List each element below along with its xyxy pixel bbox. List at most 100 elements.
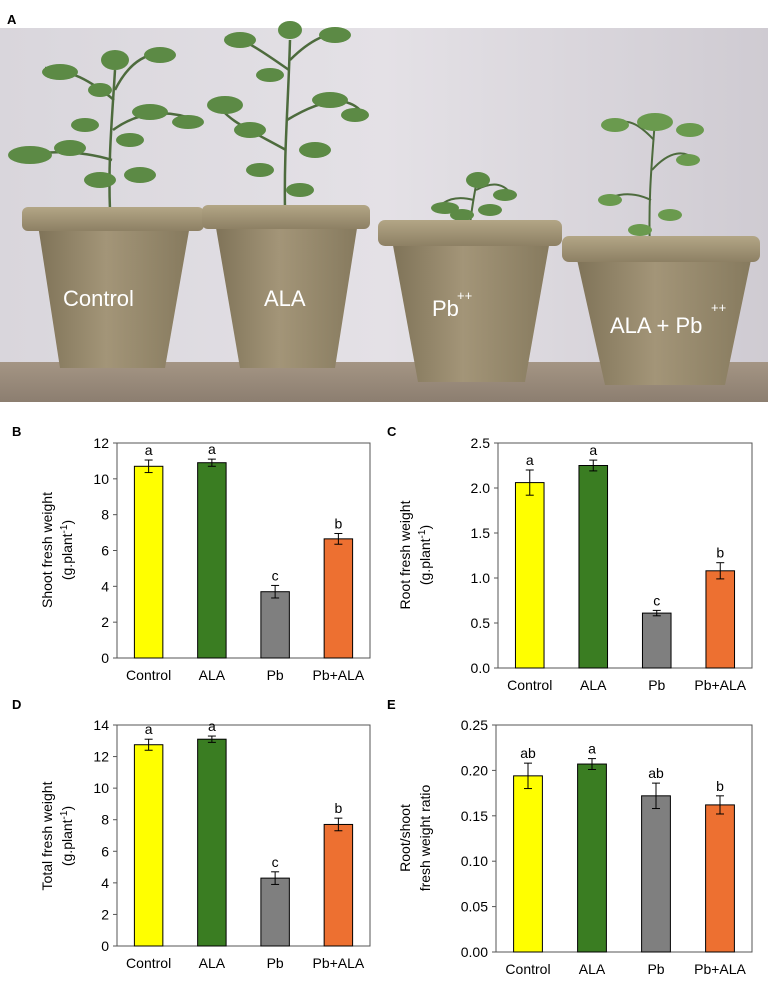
pot-label-pb-superscript: ++ <box>457 288 472 303</box>
y-tick-label: 10 <box>93 780 109 796</box>
bar-pbala <box>323 538 354 659</box>
bar-control <box>513 775 543 953</box>
y-tick-label: 1.5 <box>471 525 491 541</box>
bar-pbala <box>705 570 736 669</box>
bar-ala <box>197 738 227 947</box>
y-tick-label: 0.0 <box>471 660 491 676</box>
significance-letter: ab <box>520 745 536 761</box>
y-tick-label: 0.00 <box>461 944 488 960</box>
plant-control-leaves <box>8 47 204 188</box>
significance-letter: ab <box>648 765 664 781</box>
panel-label-b: B <box>12 424 22 439</box>
significance-letter: a <box>588 741 596 757</box>
y-axis-label-line1: Total fresh weight <box>39 781 55 890</box>
panel-label-e: E <box>387 697 396 712</box>
y-tick-label: 8 <box>101 812 109 828</box>
y-tick-label: 0.10 <box>461 853 488 869</box>
pot-pb <box>378 220 562 382</box>
y-axis-label-superscript: -1 <box>59 524 70 533</box>
bar-ala <box>578 465 609 669</box>
y-tick-label: 0.5 <box>471 615 491 631</box>
x-tick-label: Control <box>126 667 171 683</box>
y-axis-label-close: ) <box>417 525 433 530</box>
y-axis-label-close: ) <box>59 806 75 811</box>
significance-letter: a <box>208 718 216 734</box>
bar-ala <box>577 763 607 953</box>
y-tick-label: 0 <box>101 938 109 954</box>
x-tick-label: ALA <box>199 955 226 971</box>
y-tick-label: 6 <box>101 543 109 559</box>
y-tick-label: 4 <box>101 875 109 891</box>
significance-letter: c <box>653 592 660 608</box>
bar-pb <box>641 612 672 669</box>
y-tick-label: 2 <box>101 906 109 922</box>
pot-ala <box>202 205 370 368</box>
bar-pb <box>641 795 671 953</box>
y-tick-label: 2.0 <box>471 480 491 496</box>
significance-letter: b <box>716 545 724 561</box>
pot-control <box>22 207 204 368</box>
y-axis-label-line1: Root fresh weight <box>397 500 413 609</box>
significance-letter: b <box>334 515 342 531</box>
x-tick-label: Pb+ALA <box>312 955 364 971</box>
y-tick-label: 4 <box>101 578 109 594</box>
y-axis-label-line2: (g.plant-1) <box>417 525 433 585</box>
y-tick-label: 2.5 <box>471 435 491 451</box>
significance-letter: c <box>272 854 279 870</box>
x-tick-label: ALA <box>580 677 607 693</box>
x-tick-label: Control <box>126 955 171 971</box>
pot-label-ala: ALA <box>264 286 306 311</box>
y-tick-label: 12 <box>93 435 109 451</box>
y-tick-label: 14 <box>93 717 109 733</box>
pot-label-control: Control <box>63 286 134 311</box>
x-tick-label: Pb <box>648 677 665 693</box>
x-tick-label: Control <box>507 677 552 693</box>
bar-ala <box>197 462 227 659</box>
panel-label-a: A <box>7 12 17 27</box>
y-axis-label-superscript: -1 <box>59 810 70 819</box>
significance-letter: a <box>145 442 153 458</box>
significance-letter: c <box>272 567 279 583</box>
x-tick-label: Pb+ALA <box>694 677 746 693</box>
y-axis-label-line1: Root/shoot <box>397 804 413 872</box>
chart-root-fresh-weight: 0.0 0.5 1.0 1.5 2.0 2.5 a Control a ALA c Pb b Pb+ALA… <box>397 435 753 693</box>
significance-letter: a <box>208 441 216 457</box>
y-axis-label-line2: fresh weight ratio <box>417 784 433 891</box>
bar-control <box>133 465 164 659</box>
pot-label-ala-pb-superscript: ++ <box>711 300 726 315</box>
pot-label-ala-pb: ALA + Pb <box>610 313 702 338</box>
x-tick-label: Pb <box>267 955 284 971</box>
pot-label-pb: Pb <box>432 296 459 321</box>
chart-shoot-fresh-weight: 0 2 4 6 8 10 12 a Control a ALA c Pb b Pb+ALA Shoot fre… <box>39 435 371 683</box>
y-tick-label: 12 <box>93 749 109 765</box>
bar-pbala <box>705 804 735 953</box>
x-tick-label: Pb+ALA <box>312 667 364 683</box>
chart-total-fresh-weight: 0 2 4 6 8 10 12 14 a Control a ALA c Pb b Pb+ALA Total f… <box>39 717 371 971</box>
bar-pb <box>260 877 290 947</box>
y-tick-label: 0.20 <box>461 762 488 778</box>
y-tick-label: 1.0 <box>471 570 491 586</box>
bar-control <box>133 744 164 947</box>
x-tick-label: Pb+ALA <box>694 961 746 977</box>
y-tick-label: 10 <box>93 471 109 487</box>
y-tick-label: 8 <box>101 507 109 523</box>
pot-ala-pb <box>562 236 760 385</box>
y-tick-label: 6 <box>101 843 109 859</box>
significance-letter: a <box>145 721 153 737</box>
x-tick-label: ALA <box>199 667 226 683</box>
plant-ala-pb-leaves <box>598 113 704 236</box>
panel-label-c: C <box>387 424 397 439</box>
y-tick-label: 0.15 <box>461 808 488 824</box>
y-axis-label-line2: (g.plant-1) <box>59 520 75 580</box>
x-tick-label: ALA <box>579 961 606 977</box>
y-axis-label-line2: (g.plant-1) <box>59 806 75 866</box>
x-tick-label: Control <box>505 961 550 977</box>
x-tick-label: Pb <box>647 961 664 977</box>
significance-letter: b <box>334 800 342 816</box>
y-tick-label: 0.05 <box>461 899 488 915</box>
y-tick-label: 0 <box>101 650 109 666</box>
plant-pots-photo: Control ALA Pb ++ ALA + Pb ++ <box>0 21 768 402</box>
bar-control <box>514 482 545 669</box>
y-axis-label-line1: Shoot fresh weight <box>39 492 55 608</box>
y-tick-label: 2 <box>101 614 109 630</box>
